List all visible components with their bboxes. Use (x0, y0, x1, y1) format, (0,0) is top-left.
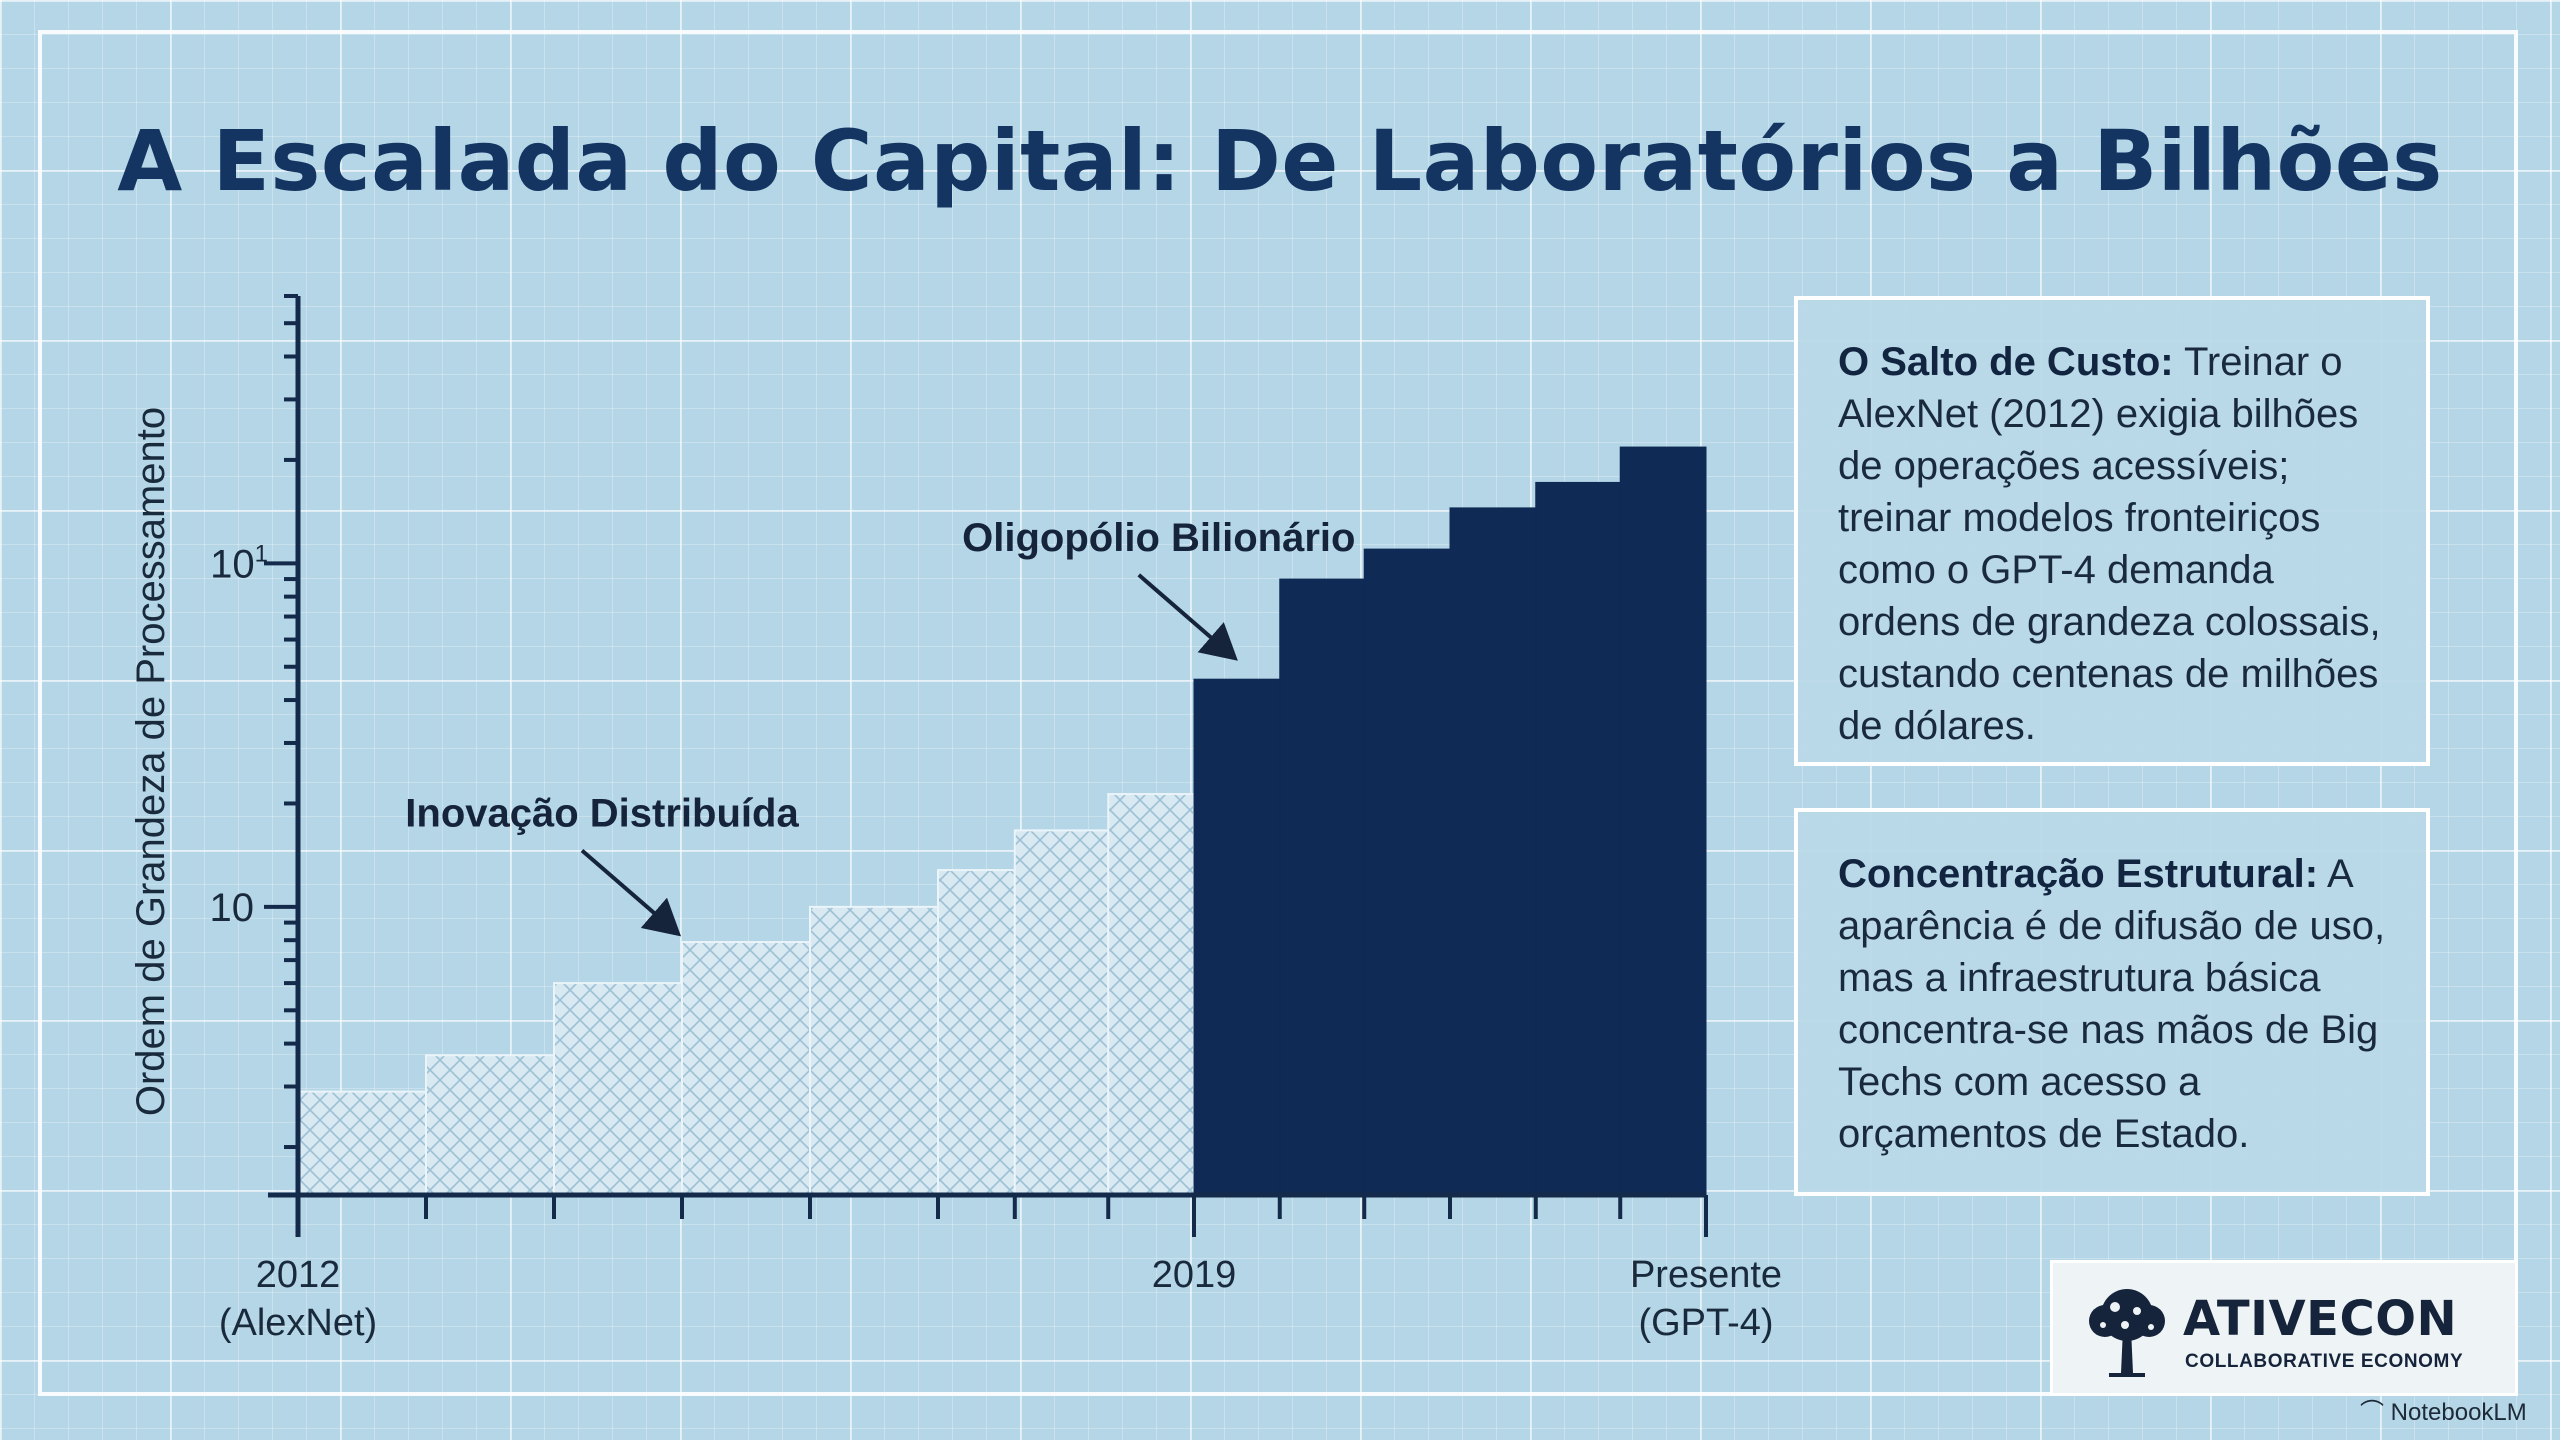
tree-icon (2089, 1289, 2165, 1377)
bar-light-6 (1013, 829, 1110, 1196)
bar-light-2 (553, 982, 683, 1196)
structural-concentration-heading: Concentração Estrutural: (1838, 852, 2319, 896)
y-tick-label-0: 10 (210, 886, 255, 930)
bar-dark-2 (1363, 548, 1451, 1196)
annotation-arrow-1 (1137, 573, 1238, 661)
bar-light-0 (297, 1090, 427, 1197)
bar-light-5 (937, 869, 1016, 1196)
page-title: A Escalada do Capital: De Laboratórios a… (117, 112, 2443, 210)
frame-border (38, 30, 2518, 1396)
annotation-label-1: Oligopólio Bilionário (962, 516, 1355, 560)
notebooklm-icon: ⌒ (2360, 1399, 2384, 1426)
structural-concentration-text: A aparência é de difusão de uso, mas a i… (1838, 852, 2386, 1156)
bar-dark-0 (1193, 678, 1281, 1196)
bar-dark-1 (1279, 578, 1365, 1196)
bar-light-4 (809, 905, 939, 1196)
cost-jump-text: Treinar o AlexNet (2012) exigia bilhões … (1838, 340, 2381, 748)
bar-dark-4 (1535, 481, 1621, 1196)
logo-name: ATIVECON (2183, 1291, 2458, 1347)
y-tick-label-1: 101 (210, 540, 268, 586)
y-axis-label: Ordem de Grandeza de Processamento (129, 407, 173, 1116)
x-tick-sublabel-2: (GPT-4) (1638, 1302, 1773, 1344)
x-tick-label-1: 2019 (1152, 1254, 1237, 1296)
cost-jump-panel: O Salto de Custo: Treinar o AlexNet (201… (1794, 296, 2430, 766)
notebooklm-watermark: ⌒ NotebookLM (2360, 1392, 2527, 1427)
cost-jump-heading: O Salto de Custo: (1838, 340, 2174, 384)
ativecon-logo: ATIVECON COLLABORATIVE ECONOMY (2050, 1260, 2518, 1396)
bar-dark-3 (1449, 507, 1537, 1196)
bar-light-7 (1107, 793, 1195, 1197)
x-tick-label-2: Presente (1630, 1254, 1782, 1296)
annotation-arrow-0 (580, 848, 682, 937)
y-tick-superscript: 1 (255, 540, 268, 567)
annotation-label-0: Inovação Distribuída (405, 791, 799, 835)
x-tick-label-0: 2012 (256, 1254, 341, 1296)
logo-subtitle: COLLABORATIVE ECONOMY (2185, 1351, 2464, 1372)
x-tick-sublabel-0: (AlexNet) (219, 1302, 377, 1344)
bar-light-1 (425, 1054, 555, 1197)
structural-concentration-panel: Concentração Estrutural: A aparência é d… (1794, 808, 2430, 1196)
bar-dark-5 (1619, 446, 1707, 1196)
watermark-text: NotebookLM (2390, 1399, 2527, 1426)
bar-light-3 (681, 941, 811, 1196)
